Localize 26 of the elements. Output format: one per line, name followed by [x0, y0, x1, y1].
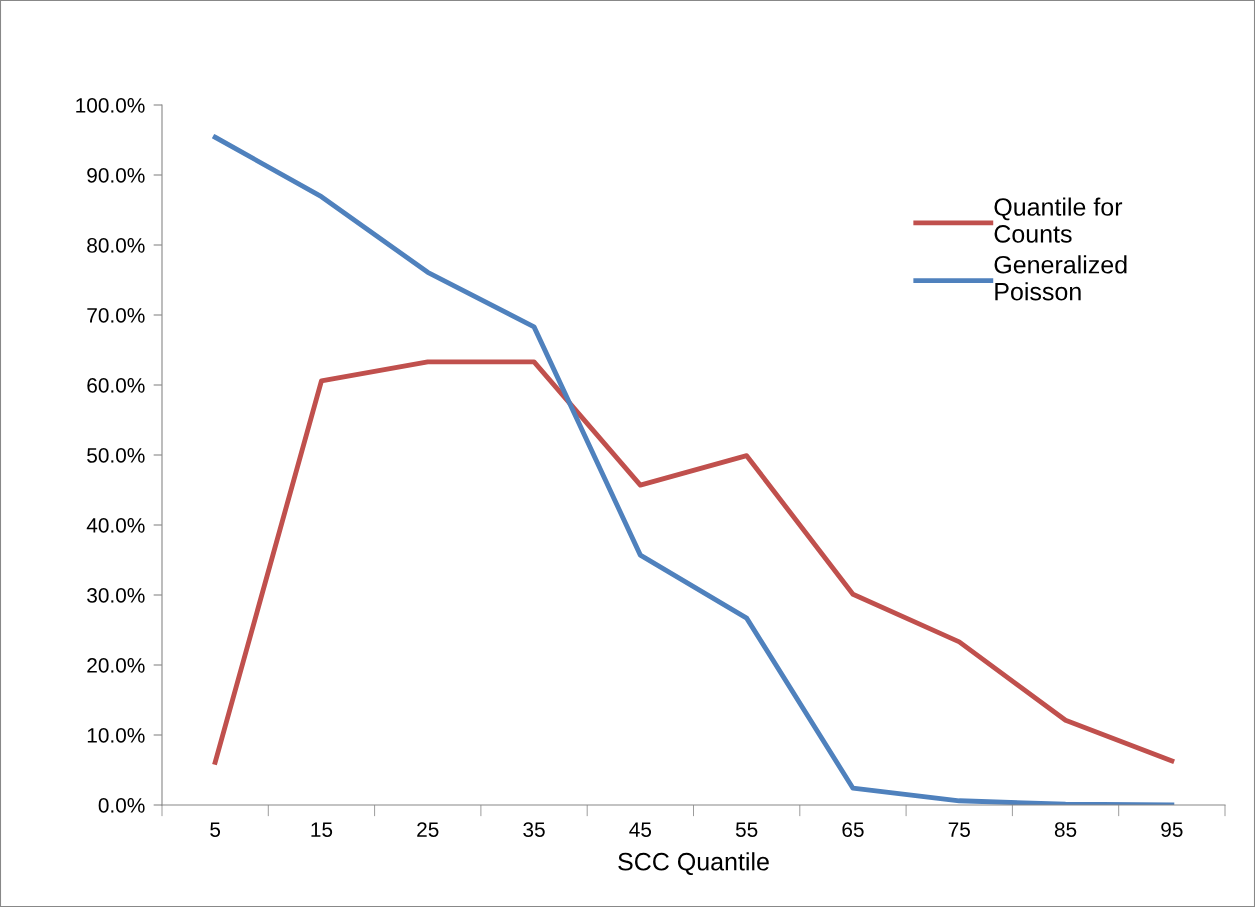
y-tick-label: 0.0%: [98, 798, 145, 813]
line-series: [212, 359, 1175, 765]
x-tick-label: 55: [735, 822, 758, 837]
y-tick-label: 30.0%: [87, 588, 145, 603]
x-tick-label: 75: [948, 822, 970, 837]
x-tick-label: 5: [210, 822, 221, 837]
x-tick-label: 65: [842, 822, 864, 837]
y-tick-label: 40.0%: [86, 518, 145, 533]
x-tick-label: 25: [417, 822, 439, 837]
x-tick-label: 85: [1054, 822, 1077, 837]
x-tick-label: 35: [523, 822, 545, 837]
x-axis-title: SCC Quantile: [618, 852, 769, 876]
y-tick-label: 70.0%: [87, 308, 145, 323]
y-tick-label: 100.0%: [76, 98, 145, 113]
y-tick-label: 80.0%: [87, 238, 145, 253]
y-tick-label: 10.0%: [87, 728, 145, 743]
y-tick-label: 20.0%: [87, 658, 145, 673]
line-series: [212, 134, 1175, 805]
legend-label: Quantile for Counts: [994, 197, 1123, 243]
x-tick-label: 45: [629, 822, 652, 837]
y-tick-label: 50.0%: [87, 448, 145, 463]
y-tick-label: 90.0%: [87, 168, 145, 183]
y-tick-label: 60.0%: [87, 378, 145, 393]
legend-label: Generalized Poisson: [994, 255, 1127, 301]
x-tick-label: 15: [311, 822, 333, 837]
x-tick-label: 95: [1161, 822, 1183, 837]
